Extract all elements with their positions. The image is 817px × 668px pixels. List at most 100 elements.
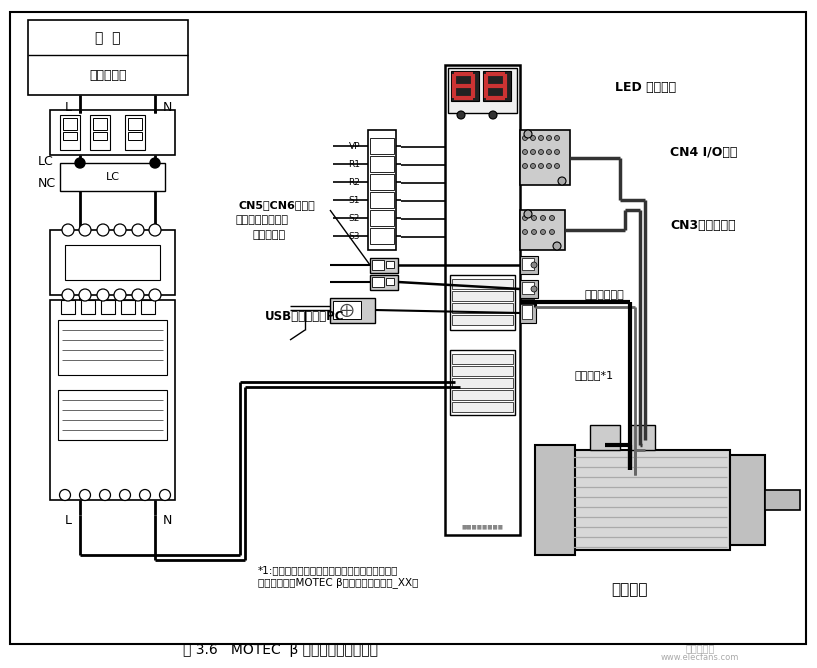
Bar (370, 258, 398, 273)
Bar (452, 402, 513, 412)
Bar (522, 282, 534, 294)
Circle shape (489, 111, 497, 119)
Bar (451, 71, 479, 101)
Bar (520, 280, 538, 298)
Text: 漏电断路器: 漏电断路器 (89, 69, 127, 81)
Bar (65, 245, 160, 280)
Bar (63, 132, 77, 140)
Bar (60, 115, 80, 150)
Circle shape (541, 230, 546, 234)
Bar (520, 130, 570, 185)
Bar (81, 300, 95, 314)
Text: 电源部分*1: 电源部分*1 (575, 370, 614, 380)
Circle shape (97, 289, 109, 301)
Circle shape (523, 150, 528, 154)
Bar (128, 132, 142, 140)
Bar (452, 315, 513, 325)
Circle shape (538, 164, 543, 168)
Circle shape (149, 289, 161, 301)
Circle shape (538, 136, 543, 140)
Text: S3: S3 (349, 232, 360, 240)
Bar (452, 354, 513, 364)
Text: 口连接到上位控制: 口连接到上位控制 (235, 215, 288, 225)
Text: ■■■■■■■■: ■■■■■■■■ (462, 524, 503, 530)
Text: LED 操作面板: LED 操作面板 (615, 81, 676, 94)
Bar (333, 301, 361, 319)
Bar (452, 378, 513, 388)
Text: *1:电源部分接线根据功率不同会有所不同，详情: *1:电源部分接线根据功率不同会有所不同，详情 (258, 565, 399, 575)
Circle shape (79, 289, 91, 301)
Circle shape (532, 230, 537, 234)
Circle shape (62, 289, 74, 301)
Text: 请见各自的《MOTEC β交流伺服接口说明_XX》: 请见各自的《MOTEC β交流伺服接口说明_XX》 (258, 578, 418, 589)
Circle shape (523, 164, 528, 168)
Bar (535, 445, 575, 555)
Text: N: N (163, 514, 172, 526)
Text: LC: LC (38, 154, 54, 168)
Bar (590, 425, 620, 450)
Circle shape (523, 230, 528, 234)
Bar (450, 275, 515, 330)
Text: 电子发烧友: 电子发烧友 (685, 643, 715, 653)
Bar (445, 65, 520, 535)
Circle shape (555, 150, 560, 154)
Text: ⨁: ⨁ (340, 303, 354, 317)
Bar (141, 300, 155, 314)
Circle shape (60, 490, 70, 500)
Bar (58, 390, 167, 440)
Bar (448, 68, 517, 113)
Text: 动力电缆部分: 动力电缆部分 (585, 290, 625, 300)
Circle shape (524, 210, 532, 218)
Bar (386, 278, 394, 285)
Circle shape (79, 490, 91, 500)
Bar (370, 138, 394, 154)
Bar (520, 303, 536, 323)
Text: LC: LC (105, 172, 119, 182)
Bar (121, 300, 135, 314)
Text: S1: S1 (349, 196, 360, 204)
Bar (372, 260, 384, 270)
Bar (570, 450, 730, 550)
Text: S2: S2 (349, 214, 360, 222)
Bar (60, 163, 165, 191)
Text: L: L (65, 100, 72, 114)
Bar (368, 130, 396, 250)
Circle shape (538, 150, 543, 154)
Bar (730, 455, 765, 545)
Text: 器进行通信: 器进行通信 (252, 230, 285, 240)
Circle shape (457, 111, 465, 119)
Circle shape (524, 130, 532, 138)
Circle shape (550, 216, 555, 220)
Bar (50, 300, 175, 500)
Circle shape (159, 490, 171, 500)
Text: USB接口连接到PC: USB接口连接到PC (265, 309, 345, 323)
Bar (330, 298, 375, 323)
Text: VP: VP (349, 142, 360, 150)
Text: 伺服电机: 伺服电机 (612, 582, 648, 597)
Bar (370, 210, 394, 226)
Text: R1: R1 (348, 160, 360, 168)
Circle shape (62, 224, 74, 236)
Bar (630, 425, 655, 450)
Circle shape (550, 230, 555, 234)
Circle shape (531, 286, 537, 292)
Circle shape (558, 177, 566, 185)
Circle shape (100, 490, 110, 500)
Circle shape (531, 262, 537, 268)
Circle shape (530, 136, 535, 140)
Bar (50, 230, 175, 295)
Circle shape (555, 136, 560, 140)
Circle shape (530, 150, 535, 154)
Text: CN5、CN6通讯接: CN5、CN6通讯接 (238, 200, 315, 210)
Bar (520, 210, 565, 250)
Circle shape (532, 216, 537, 220)
Bar (370, 192, 394, 208)
Circle shape (547, 136, 551, 140)
Circle shape (150, 158, 160, 168)
Text: www.elecfans.com: www.elecfans.com (661, 653, 739, 663)
Bar (370, 228, 394, 244)
Bar (452, 291, 513, 301)
Bar (452, 390, 513, 400)
Text: NC: NC (38, 176, 56, 190)
Bar (93, 118, 107, 130)
